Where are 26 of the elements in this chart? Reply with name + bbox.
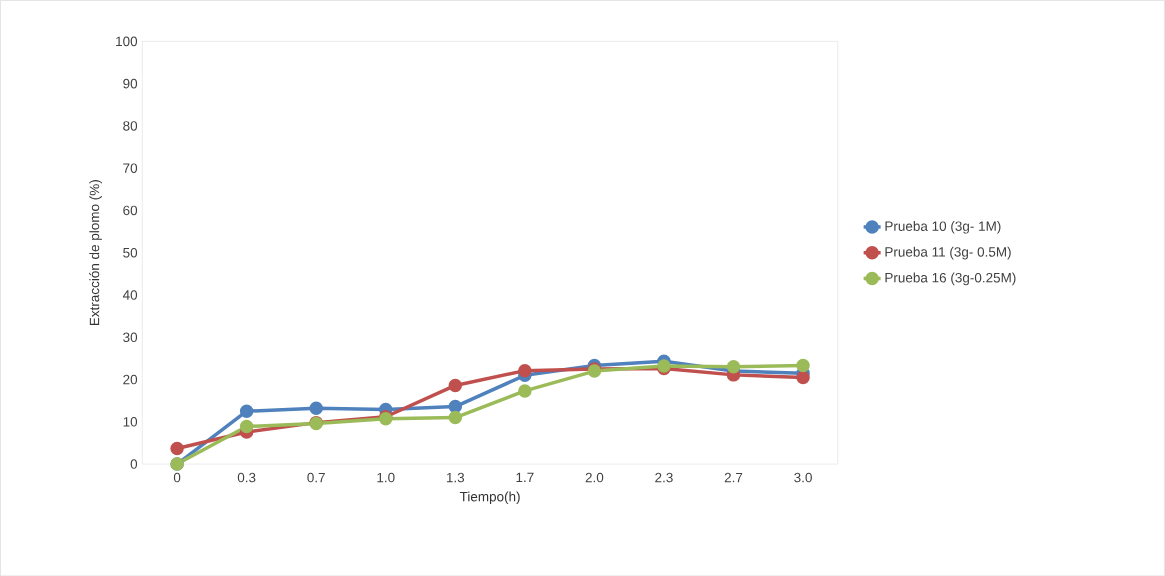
x-axis-title: Tiempo(h)	[459, 491, 520, 504]
y-tick-label: 30	[123, 332, 138, 342]
x-tick-label: 2.0	[585, 472, 604, 483]
y-tick-label: 70	[123, 163, 138, 173]
x-tick-label: 0	[173, 472, 181, 483]
x-tick-label: 2.7	[724, 472, 743, 482]
y-tick-label: 60	[123, 205, 138, 216]
y-tick-label: 80	[123, 120, 138, 131]
x-tick-label: 1.0	[377, 472, 395, 483]
y-tick-label: 100	[116, 36, 138, 46]
y-axis-title: Extracción de plomo (%)	[89, 179, 102, 325]
y-tick-label: 50	[123, 247, 138, 258]
legend-label: Prueba 11 (3g- 0.5M)	[885, 246, 1011, 260]
y-tick-label: 20	[123, 374, 138, 385]
legend-label: Prueba 10 (3g- 1M)	[885, 220, 1001, 234]
x-tick-label: 1.3	[446, 472, 465, 483]
y-tick-label: 10	[123, 416, 138, 427]
x-tick-label: 0.7	[307, 472, 325, 483]
x-tick-label: 1.7	[516, 472, 534, 482]
y-tick-label: 0	[130, 459, 138, 469]
y-tick-label: 40	[122, 290, 138, 300]
x-tick-label: 0.3	[237, 472, 256, 483]
x-tick-label: 3.0	[794, 472, 812, 483]
legend-label: Prueba 16 (3g-0.25M)	[885, 272, 1016, 285]
y-tick-label: 90	[123, 78, 138, 89]
x-tick-label: 2.3	[655, 472, 673, 483]
